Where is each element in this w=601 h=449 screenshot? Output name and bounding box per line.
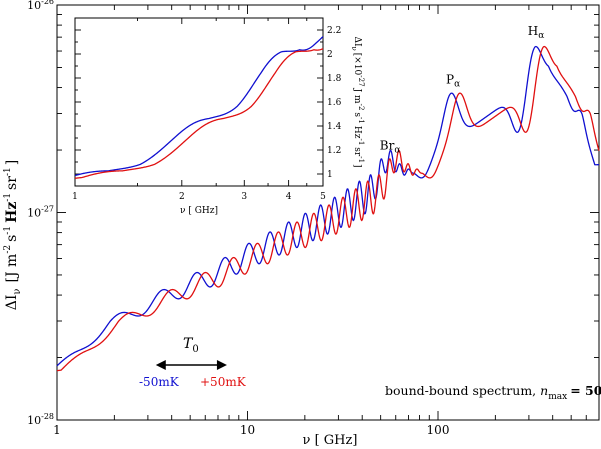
- inset-y-axis-label: ΔIν[×10-27J m-2s-1Hz-1sr-1]: [350, 36, 365, 167]
- y-label-unit-s: s: [4, 235, 20, 242]
- y-label-unit-hz: Hz: [4, 202, 20, 223]
- inset-series-line-0: [74, 36, 324, 177]
- line-label-0: Brα: [380, 139, 401, 156]
- line-labels-group: Brα Pα Hα: [380, 24, 545, 155]
- inset-x-tick-label-1: 2: [179, 192, 185, 202]
- inset-ticks: [74, 17, 324, 187]
- inset-y-tick-label-1: 1.2: [327, 146, 341, 156]
- minus-50mk-label: -50mK: [139, 375, 180, 389]
- y-label-exp-hz: -1: [3, 193, 13, 202]
- main-x-axis-label: ν [ GHz]: [303, 433, 358, 448]
- svg-text:ΔIν[J m-2s-1Hz-1sr-1]: ΔIν[J m-2s-1Hz-1sr-1]: [3, 160, 23, 310]
- inset-y-tick-label-4: 1.8: [327, 74, 342, 84]
- y-label-nu-sub: ν: [12, 288, 23, 294]
- inset-background: [75, 18, 323, 186]
- y-label-close-bracket: ]: [4, 160, 20, 165]
- inset-x-axis-label: ν [ GHz]: [180, 206, 218, 216]
- main-x-tick-label-2: 100: [427, 423, 450, 437]
- inset-y-tick-label-0: 1: [327, 170, 333, 180]
- spectrum-annotation: bound-bound spectrum, nmax = 50: [385, 383, 601, 402]
- main-y-tick-label-1: 10-27: [27, 205, 54, 220]
- main-x-tick-label-1: 10: [240, 423, 255, 437]
- inset-x-tick-label-4: 5: [320, 192, 326, 202]
- y-label-exp-s: -1: [3, 226, 13, 235]
- main-series-group: [56, 45, 600, 372]
- y-label-exp-sr: -1: [3, 167, 13, 176]
- y-label-unit-j: [J m: [4, 254, 20, 283]
- inset-y-tick-label-5: 2: [327, 50, 333, 60]
- inset-y-tick-label-2: 1.4: [327, 122, 342, 132]
- inset-series-group: [74, 36, 324, 179]
- main-series-line-1: [56, 45, 600, 372]
- main-y-tick-label-0: 10-28: [27, 412, 54, 427]
- inset-tick-labels: 1 2 3 4 5 1 1.2 1.4 1.6 1.8 2 2.2: [72, 26, 341, 202]
- t0-label: T0: [183, 336, 199, 355]
- inset-y-tick-label-6: 2.2: [327, 26, 341, 36]
- main-ticks: [56, 5, 600, 421]
- main-x-tick-label-0: 1: [53, 423, 61, 437]
- inset-y-tick-label-3: 1.6: [327, 98, 342, 108]
- t0-arrow-right-head: [216, 360, 227, 370]
- inset-x-tick-label-0: 1: [72, 192, 78, 202]
- y-label-exp-m: -2: [3, 245, 13, 254]
- main-tick-labels: 1 10 100 10-28 10-27 10-26: [27, 0, 449, 437]
- inset-x-tick-label-2: 3: [241, 192, 247, 202]
- t0-arrow-left-head: [155, 360, 166, 370]
- main-series-line-0: [56, 45, 600, 367]
- main-y-tick-label-2: 10-26: [27, 0, 54, 12]
- inset-x-tick-label-3: 4: [286, 192, 292, 202]
- line-label-1: Pα: [446, 72, 460, 89]
- plus-50mk-label: +50mK: [200, 375, 247, 389]
- inset-series-line-1: [74, 48, 324, 179]
- y-label-delta-i: ΔI: [4, 295, 20, 311]
- t0-arrow: [155, 360, 227, 370]
- line-label-2: Hα: [528, 24, 545, 41]
- svg-text:ΔIν[×10-27J m-2s-1Hz-1sr-1]: ΔIν[×10-27J m-2s-1Hz-1sr-1]: [350, 36, 365, 167]
- y-label-unit-sr: sr: [4, 176, 20, 190]
- main-y-axis-label: ΔIν[J m-2s-1Hz-1sr-1]: [3, 160, 23, 310]
